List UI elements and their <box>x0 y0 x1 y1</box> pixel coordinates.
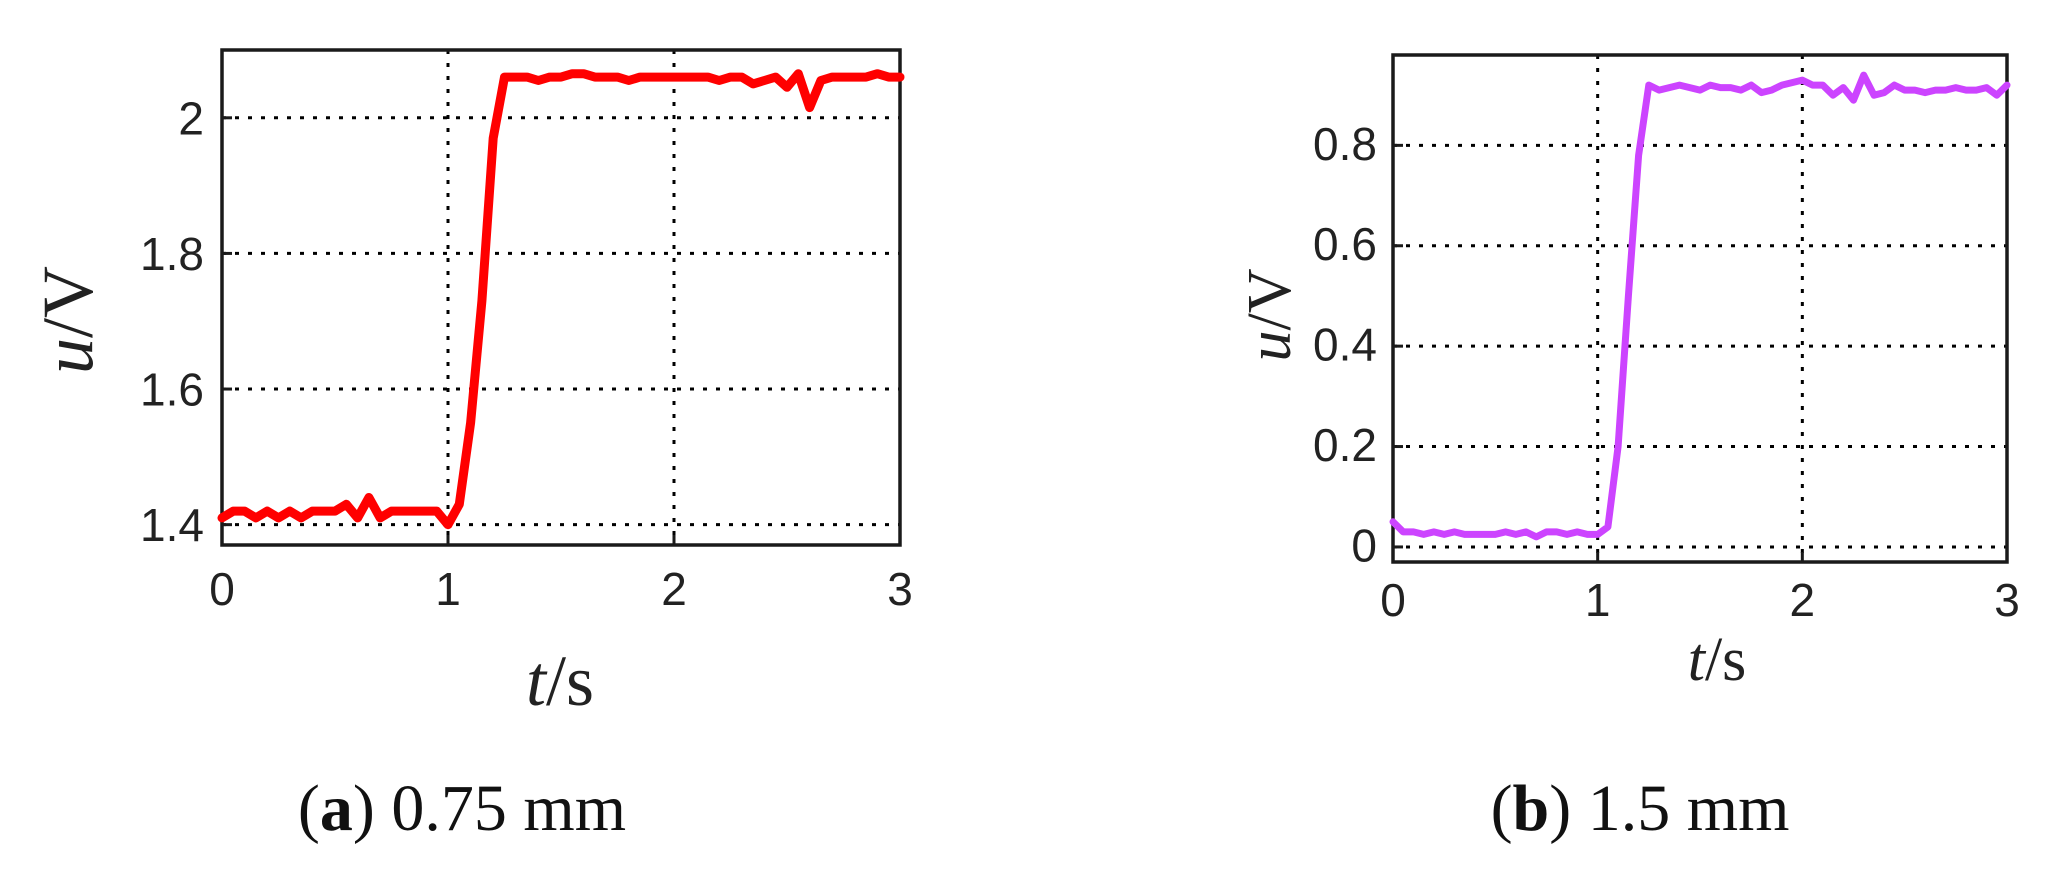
chart-b-plot-frame <box>1391 53 2009 564</box>
chart-a-ytick-label: 1.8 <box>140 228 204 280</box>
chart-a-xlabel-unit: /s <box>546 641 594 721</box>
chart-b-ytick-label: 0.8 <box>1313 118 1377 170</box>
chart-b-ytick-label: 0.2 <box>1313 419 1377 471</box>
chart-b-ytick-label: 0.4 <box>1313 319 1377 371</box>
chart-panel-a: 0 1 2 3 1.4 1.6 1.8 2 u/V t/s (a) 0.75 mm <box>28 48 913 845</box>
chart-a-caption-text: 0.75 mm <box>391 772 626 845</box>
chart-b-xtick-label: 1 <box>1585 574 1611 626</box>
chart-a-series-line <box>217 69 905 530</box>
chart-panel-b: 0 1 2 3 0 0.2 0.4 0.6 0.8 u/V t/s (b) 1.5 mm <box>1236 53 2020 845</box>
chart-a-series <box>217 69 905 530</box>
chart-a-xlabel-var: t <box>526 641 548 721</box>
chart-b-ytick-label: 0.6 <box>1313 218 1377 270</box>
chart-a-xtick-label: 1 <box>435 563 461 615</box>
chart-b-xtick-label: 2 <box>1790 574 1816 626</box>
chart-b-caption-text: 1.5 mm <box>1588 772 1790 845</box>
chart-a-xtick-label: 3 <box>887 563 913 615</box>
chart-b-series <box>1389 71 2011 541</box>
chart-a-plot-frame <box>220 48 902 547</box>
chart-b-caption: (b) 1.5 mm <box>1491 772 1790 845</box>
chart-b-xtick-label: 0 <box>1380 574 1406 626</box>
chart-a-ylabel: u/V <box>28 266 108 374</box>
chart-a-ticks: 0 1 2 3 1.4 1.6 1.8 2 <box>140 92 913 615</box>
chart-b-series-line <box>1389 71 2011 541</box>
chart-b-ylabel-unit: /V <box>1236 268 1304 330</box>
chart-a-ytick-label: 2 <box>178 92 204 144</box>
chart-a-xtick-label: 0 <box>209 563 235 615</box>
chart-b-xlabel-var: t <box>1688 626 1707 694</box>
chart-a-caption-letter: a <box>320 772 353 845</box>
chart-b-xlabel-unit: /s <box>1705 626 1746 694</box>
chart-b-ticks: 0 1 2 3 0 0.2 0.4 0.6 0.8 <box>1313 118 2020 626</box>
chart-a-ylabel-var: u <box>28 338 108 374</box>
chart-a-caption: (a) 0.75 mm <box>298 772 626 845</box>
chart-a-ytick-label: 1.6 <box>140 364 204 416</box>
chart-b-ylabel-var: u <box>1236 331 1304 362</box>
chart-b-xlabel: t/s <box>1688 626 1747 694</box>
chart-a-ytick-label: 1.4 <box>140 499 204 551</box>
chart-b-caption-letter: b <box>1513 772 1550 845</box>
chart-b-ytick-label: 0 <box>1351 519 1377 571</box>
chart-b-xtick-label: 3 <box>1994 574 2020 626</box>
chart-a-gridlines <box>222 50 900 545</box>
chart-b-gridlines <box>1393 55 2007 562</box>
chart-a-xlabel: t/s <box>526 641 594 721</box>
chart-a-xtick-label: 2 <box>661 563 687 615</box>
chart-b-ylabel: u/V <box>1236 268 1304 361</box>
chart-a-ylabel-unit: /V <box>28 266 108 338</box>
